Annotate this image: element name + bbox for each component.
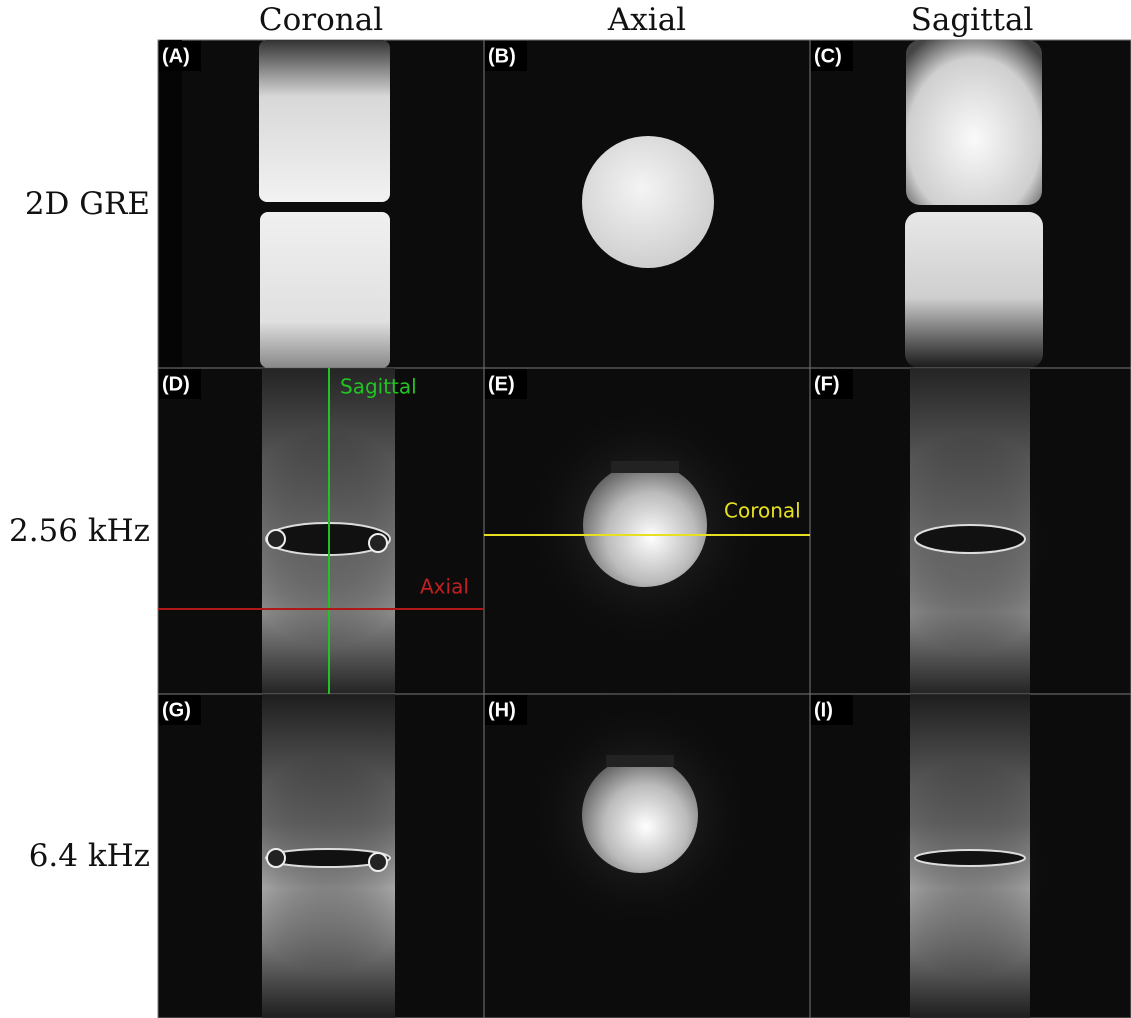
- panel-label: (B): [488, 45, 516, 67]
- panel: (A): [158, 40, 484, 368]
- column-headers: Coronal Axial Sagittal: [259, 2, 1034, 38]
- panel: (F): [810, 368, 1131, 694]
- panels: (A) (B) (C) (D) (E) (F) (G) (H) (I): [158, 40, 1131, 1018]
- row-label: 2.56 kHz: [9, 513, 150, 549]
- panel-label: (H): [488, 699, 516, 721]
- column-header: Coronal: [259, 2, 383, 38]
- bubble: [369, 534, 387, 552]
- panel: (G): [158, 694, 484, 1018]
- panel: (H): [484, 687, 810, 1018]
- phantom-bottom: [260, 212, 390, 368]
- panel: (E): [484, 368, 810, 694]
- panel-label: (F): [814, 373, 840, 395]
- panel-label: (E): [488, 373, 515, 395]
- gap: [915, 525, 1025, 553]
- phantom-disc: [582, 136, 714, 268]
- column-header: Axial: [607, 2, 686, 38]
- panel: (I): [810, 694, 1131, 1018]
- gap: [915, 850, 1025, 866]
- sagittal-line-label: Sagittal: [340, 375, 417, 399]
- glow: [880, 759, 1060, 979]
- figure: Coronal Axial Sagittal (A) (B) (C) (D) (E) (F…: [0, 0, 1131, 1018]
- panel-label: (A): [162, 45, 190, 67]
- panel-label: (C): [814, 45, 842, 67]
- column-header: Sagittal: [911, 2, 1034, 38]
- panel: (B): [484, 40, 810, 368]
- air-gap: [611, 461, 679, 473]
- panel: (C): [810, 40, 1131, 368]
- phantom-bottom: [905, 212, 1043, 368]
- air-gap: [606, 755, 674, 767]
- body: Coronal Axial Sagittal (A) (B) (C) (D) (E) (F…: [0, 0, 1131, 1018]
- bubble: [369, 853, 387, 871]
- bubble: [267, 530, 285, 548]
- panel-label: (D): [162, 373, 190, 395]
- axial-line-label: Axial: [420, 575, 469, 599]
- panel: (D): [158, 368, 484, 694]
- phantom-top: [259, 40, 390, 202]
- panel-label: (I): [814, 699, 833, 721]
- bubble: [267, 849, 285, 867]
- panel-label: (G): [162, 699, 191, 721]
- phantom-disc: [583, 463, 707, 587]
- row-label: 6.4 kHz: [29, 838, 150, 874]
- image-dark-band: [160, 40, 182, 368]
- coronal-line-label: Coronal: [724, 499, 801, 523]
- phantom-top: [906, 40, 1042, 205]
- row-label: 2D GRE: [25, 186, 150, 222]
- phantom-disc: [582, 757, 698, 873]
- page: MRI panels {"columns": ["Coronal", "Axia…: [0, 0, 1131, 1018]
